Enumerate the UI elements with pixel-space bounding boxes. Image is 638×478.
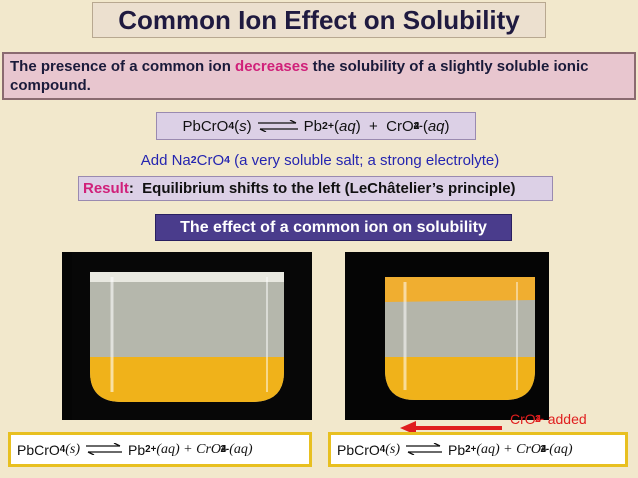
eq-part: 2+ [145,444,157,455]
eq-part: ) [567,441,573,457]
eq-italic: s [239,117,247,135]
add-sub: 4 [224,154,230,166]
eq-part: Pb [448,441,466,458]
eq-part: PbCrO [17,441,60,458]
equilibrium-arrow [257,120,298,132]
statement-emphasis: decreases [235,58,309,75]
statement-text: the solubility of a slightly soluble ion… [10,58,589,94]
result-label: Result [83,180,129,197]
eq-part: ( [549,441,554,457]
eq-part: PbCrO [182,117,229,135]
eq-part: 4 [221,444,227,455]
eq-part: Pb [303,117,323,135]
add-part: Add Na [140,151,191,169]
test-tube [385,277,535,400]
photo-right [345,252,549,420]
eq-part: s [69,441,76,457]
eq-part: Pb [128,441,146,458]
eq-part: 4 [379,444,386,455]
eq-sub: 4 [413,120,420,132]
added-part: CrO [510,411,536,427]
eq-part: ) [247,441,253,457]
statement: The presence of a common ion decreases t… [2,52,636,100]
add-sub: 2 [190,154,197,166]
eq-part: ( [422,117,428,135]
eq-part: aq [553,441,568,457]
photo-left [62,252,312,420]
result-text: : Equilibrium shifts to the left (LeChât… [128,180,516,197]
eq-part: ( [65,441,70,457]
eq-part: ) + CrO [495,441,542,457]
right-equation: PbCrO 4(s) Pb 2+(aq) + CrO 4 2-(aq) [328,432,628,467]
title: Common Ion Effect on Solubility [92,2,546,38]
shift-arrow [400,421,502,435]
added-sub: 4 [535,413,542,425]
eq-part: aq [233,441,248,457]
eq-part: aq [481,441,496,457]
eq-part: ( [229,441,234,457]
equation: PbCrO 4(s) Pb 2+(aq) + CrO 4 2-(aq) [156,112,476,140]
eq-part: ) + CrO [175,441,222,457]
eq-part: ( [234,117,240,135]
eq-part: aq [161,441,176,457]
equilibrium-arrow [86,441,123,458]
eq-part: ) + CrO [355,117,414,135]
eq-part: PbCrO [337,441,380,458]
addition: Add Na 2 CrO 4 (a very soluble salt; a stro… [80,148,560,172]
eq-part: ( [156,441,162,457]
eq-part: 4 [541,444,547,455]
eq-part: 2- [540,444,550,455]
eq-sup: 2+ [322,120,335,132]
added-part: added [543,411,587,427]
caption: The effect of a common ion on solubility [155,214,512,241]
add-part: CrO [196,151,225,169]
eq-sup: 2- [413,120,423,132]
test-tube [72,252,312,420]
left-equation: PbCrO 4(s) Pb 2+(aq) + CrO 4 2-(aq) [8,432,312,467]
eq-part: ) [395,441,401,457]
equilibrium-arrow [406,441,443,458]
eq-part: ) [444,117,450,135]
eq-part: 2+ [465,444,477,455]
statement-text: The presence of a common ion [10,58,236,75]
eq-part: ( [476,441,482,457]
eq-part: ( [334,117,340,135]
added-sup: 2- [535,413,544,425]
eq-part: 4 [59,444,66,455]
eq-part: s [389,441,396,457]
eq-sub: 4 [228,120,235,132]
eq-italic: aq [339,117,356,135]
added-label: CrO 4 2- added [510,408,630,430]
add-part: (a very soluble salt; a strong electroly… [229,151,500,169]
result: Result: Equilibrium shifts to the left (… [78,176,553,201]
eq-italic: aq [427,117,445,135]
eq-part: ) [246,117,252,135]
eq-part: ( [385,441,390,457]
eq-part: 2- [220,444,230,455]
eq-part: ) [75,441,81,457]
